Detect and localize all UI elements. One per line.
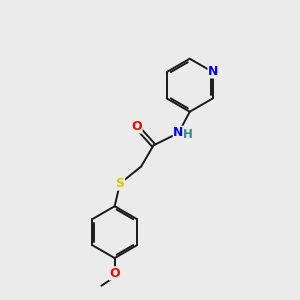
Text: H: H — [183, 128, 193, 141]
Text: O: O — [131, 120, 142, 133]
Text: O: O — [110, 267, 120, 280]
Text: N: N — [208, 65, 218, 78]
Text: S: S — [116, 177, 124, 190]
Text: N: N — [173, 126, 184, 140]
